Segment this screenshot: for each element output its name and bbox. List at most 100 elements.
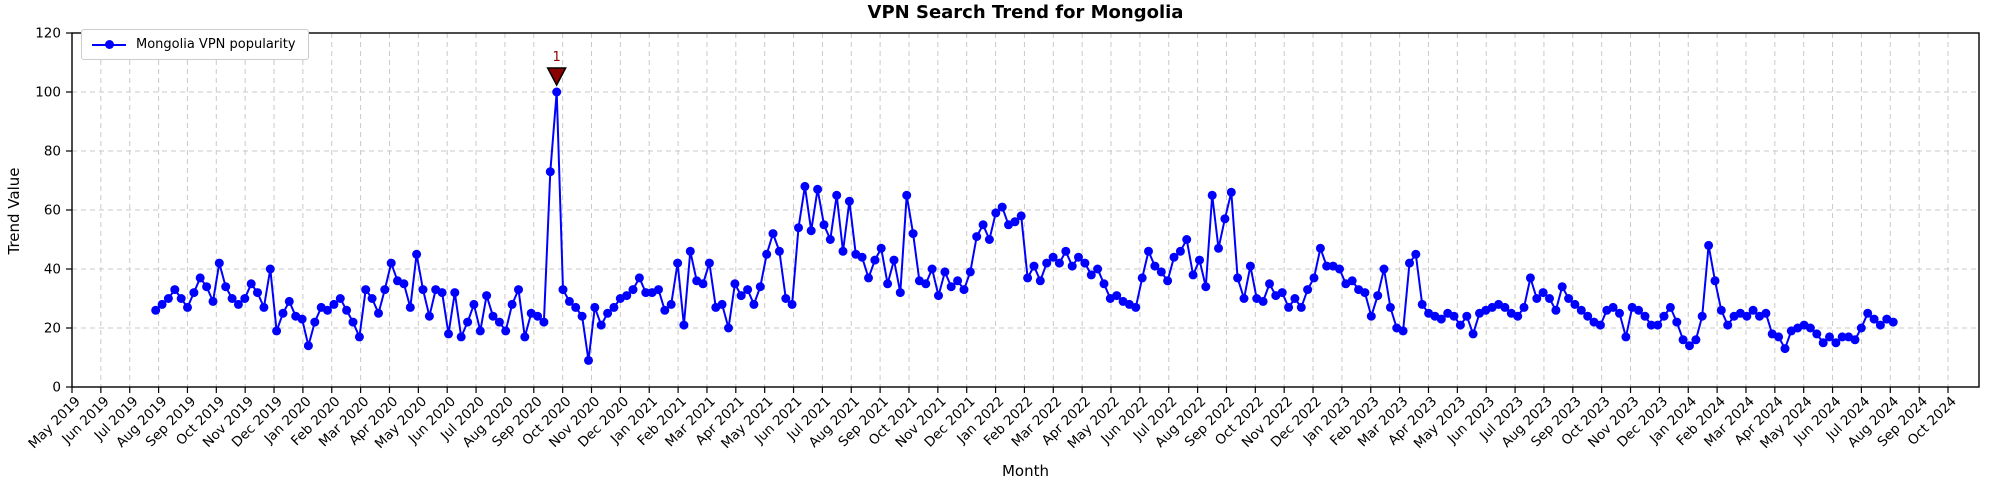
data-point <box>1048 252 1058 262</box>
data-point <box>437 288 447 298</box>
data-point <box>386 258 396 268</box>
data-point <box>278 308 288 318</box>
data-point <box>1220 214 1230 224</box>
data-point <box>246 279 256 289</box>
data-point <box>1856 323 1866 333</box>
data-point <box>1010 217 1020 227</box>
data-point <box>603 308 613 318</box>
data-point <box>1029 261 1039 271</box>
data-point <box>507 299 517 309</box>
data-point <box>1678 335 1688 345</box>
data-point <box>335 294 345 303</box>
data-point <box>354 332 364 342</box>
y-tick-label: 80 <box>44 144 61 160</box>
data-point <box>310 317 320 327</box>
y-tick-label: 40 <box>44 262 61 278</box>
data-point <box>208 296 218 306</box>
data-point <box>1156 267 1166 277</box>
data-point <box>1723 320 1733 330</box>
data-point <box>1538 288 1548 298</box>
data-point <box>1691 335 1701 345</box>
data-point <box>1150 261 1160 271</box>
data-point <box>794 223 803 233</box>
data-point <box>1411 249 1421 259</box>
data-point <box>1016 211 1026 221</box>
data-point <box>628 285 638 295</box>
data-point <box>953 276 963 286</box>
data-point <box>736 291 746 301</box>
data-point <box>227 294 237 303</box>
data-point <box>857 252 867 262</box>
data-point <box>876 243 886 253</box>
data-point <box>1061 246 1071 256</box>
data-point <box>1640 311 1650 321</box>
data-point <box>1576 305 1586 315</box>
data-point <box>844 196 854 206</box>
data-point <box>895 288 905 298</box>
data-point <box>1303 285 1313 295</box>
data-point <box>1258 296 1268 306</box>
data-point <box>584 355 593 365</box>
data-point <box>253 288 262 298</box>
data-point <box>806 226 816 236</box>
data-point <box>399 279 409 289</box>
data-point <box>577 311 587 321</box>
data-point <box>1099 279 1109 289</box>
data-point <box>494 317 504 327</box>
data-point <box>520 332 530 342</box>
data-point <box>1315 243 1325 253</box>
y-tick-label: 100 <box>35 85 61 101</box>
data-point <box>1360 288 1370 298</box>
data-point <box>889 255 899 265</box>
data-point <box>1742 311 1752 321</box>
data-point <box>787 299 797 309</box>
data-point <box>380 285 390 295</box>
data-point <box>272 326 282 336</box>
data-point <box>233 299 243 309</box>
data-point <box>1825 332 1834 342</box>
data-point <box>1646 320 1656 330</box>
data-point <box>163 294 173 303</box>
data-point <box>743 285 753 295</box>
data-point <box>1468 329 1478 339</box>
data-point <box>418 285 428 295</box>
data-point <box>361 285 371 295</box>
data-point <box>1672 317 1682 327</box>
data-point <box>1704 240 1714 250</box>
data-point <box>972 232 982 242</box>
data-point <box>539 317 549 327</box>
data-point <box>1653 320 1663 330</box>
x-axis-label: Month <box>1001 462 1049 480</box>
data-point <box>666 299 676 309</box>
data-point <box>1290 294 1300 303</box>
data-point <box>1347 276 1357 286</box>
y-tick-label: 60 <box>44 203 61 219</box>
data-point <box>1182 235 1192 244</box>
data-point <box>1277 288 1287 298</box>
data-point <box>609 302 619 312</box>
data-point <box>183 302 192 312</box>
data-point <box>1831 338 1841 348</box>
data-point <box>590 302 600 312</box>
y-tick-label: 20 <box>44 321 61 337</box>
data-point <box>189 288 199 298</box>
data-point <box>1812 329 1822 339</box>
data-point <box>838 246 848 256</box>
chart-title: VPN Search Trend for Mongolia <box>867 2 1184 23</box>
data-point <box>1570 299 1580 309</box>
data-point <box>444 329 453 339</box>
y-tick-label: 0 <box>52 380 61 396</box>
data-point <box>488 311 498 321</box>
data-point <box>157 299 167 309</box>
data-point <box>1532 294 1542 303</box>
data-point <box>698 279 708 289</box>
data-point <box>176 294 186 303</box>
data-point <box>1449 311 1459 321</box>
data-point <box>1067 261 1077 271</box>
data-point <box>641 288 651 298</box>
data-point <box>940 267 950 277</box>
data-point <box>1226 187 1236 197</box>
data-point <box>475 326 485 336</box>
data-point <box>329 299 339 309</box>
